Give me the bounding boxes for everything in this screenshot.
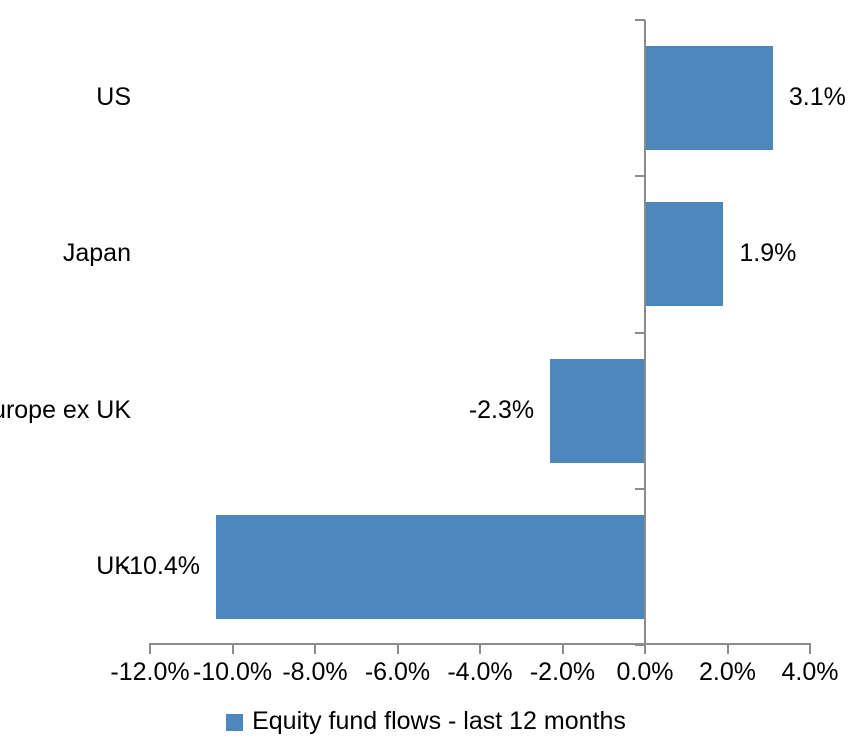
data-label: -2.3% <box>468 395 535 424</box>
x-tick <box>396 645 399 654</box>
x-tick-label: 4.0% <box>781 658 839 686</box>
category-tick <box>635 175 645 178</box>
x-tick <box>479 645 481 654</box>
x-tick <box>231 645 234 654</box>
x-tick-label: -12.0% <box>110 658 190 686</box>
x-tick-label: -8.0% <box>282 658 348 686</box>
legend-label: Equity fund flows - last 12 months <box>252 706 626 735</box>
data-label: 1.9% <box>739 239 797 268</box>
x-tick-label: -10.0% <box>192 658 273 686</box>
category-tick <box>635 487 645 490</box>
category-label: UK <box>96 551 131 580</box>
zero-axis-line <box>644 20 646 645</box>
x-tick-label: -2.0% <box>529 658 596 686</box>
x-tick-label: 2.0% <box>699 658 756 686</box>
category-label: US <box>96 83 131 112</box>
legend: Equity fund flows - last 12 months <box>0 704 852 738</box>
category-label: Japan <box>62 239 131 268</box>
bar-us <box>645 46 773 151</box>
x-tick <box>726 645 729 654</box>
category-label: Europe ex UK <box>0 395 131 424</box>
bar-uk <box>216 514 645 619</box>
category-tick <box>635 19 645 21</box>
x-tick <box>561 645 564 654</box>
x-tick-label: 0.0% <box>616 658 674 686</box>
category-tick <box>635 644 645 646</box>
x-tick-label: -6.0% <box>364 658 431 686</box>
x-tick-label: -4.0% <box>447 658 513 686</box>
x-tick <box>149 645 151 654</box>
x-tick <box>809 645 811 654</box>
bar-europe-ex-uk <box>550 358 645 463</box>
legend-swatch-icon <box>226 713 244 731</box>
data-label: 3.1% <box>788 83 846 112</box>
bar-japan <box>645 202 724 307</box>
category-tick <box>635 331 645 334</box>
data-label: -10.4% <box>120 551 200 580</box>
x-axis-line <box>149 643 811 645</box>
x-tick <box>644 645 646 654</box>
x-tick <box>314 645 316 654</box>
